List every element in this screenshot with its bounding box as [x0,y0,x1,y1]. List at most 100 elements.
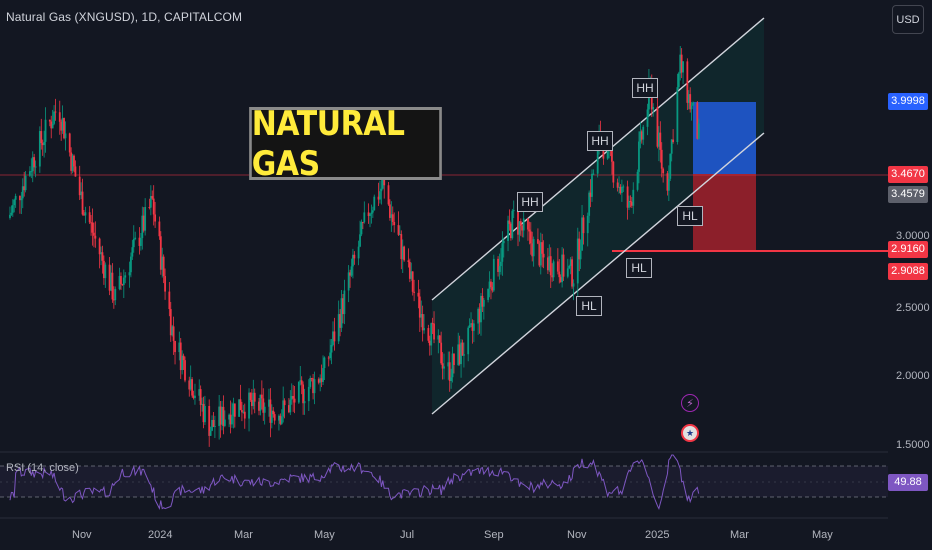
candle-body [438,335,441,343]
candle-body [592,173,595,175]
candle-body [477,308,480,324]
candle-body [357,246,360,259]
candle-body [44,119,47,142]
pivot-label-hl-2[interactable]: HL [626,258,652,278]
candle-body [118,276,121,290]
y-tick-2-5: 2.5000 [896,302,930,314]
candle-body [132,238,135,248]
pivot-label-hh-3[interactable]: HH [517,192,543,212]
candle-body [480,295,482,323]
candle-body [666,173,669,191]
candle-body [222,406,225,426]
pivot-label-hh-2[interactable]: HH [587,131,613,151]
candle-body [78,176,81,196]
candle-body [94,235,97,239]
candle-body [71,155,74,171]
y-tick-2: 2.0000 [896,370,930,382]
candle-body [40,131,43,144]
candle-body [322,368,324,382]
currency-button[interactable]: USD [892,5,924,34]
candle-body [158,221,161,237]
candle-body [638,141,640,172]
candle-body [279,415,282,424]
candle-body [189,379,192,390]
candle-body [390,214,393,218]
pivot-label-hl-1[interactable]: HL [677,206,703,226]
candle-body [319,378,322,383]
rsi-indicator-label[interactable]: RSI (14, close) [6,462,79,474]
candle-body [144,206,147,231]
candle-body [521,225,524,231]
candle-body [549,256,552,276]
candle-body [531,243,534,257]
x-tick-2024: 2024 [148,529,173,541]
candle-body [198,389,201,396]
candle-body [558,271,561,278]
candle-body [14,195,17,200]
candle-body [350,266,353,276]
candle-body [19,195,21,201]
candle-body [130,256,132,273]
candle-body [626,186,629,208]
candle-body [33,157,36,168]
us-flag-icon[interactable]: ★ [681,424,699,442]
candle-body [181,355,184,371]
candle-body [572,283,575,287]
candle-body [50,121,53,129]
candle-body [91,222,94,233]
candle-body [447,362,450,367]
candle-body [101,252,104,261]
candle-body [48,119,51,122]
candle-body [68,133,71,153]
candle-body [640,131,643,140]
candle-body [519,221,522,226]
price-tag-support: 2.9088 [888,263,928,280]
candle-body [223,419,226,426]
candle-body [233,403,236,417]
x-tick-2025: 2025 [645,529,670,541]
candle-body [178,342,181,353]
candle-body [340,298,343,328]
candle-body [491,287,494,291]
candle-body [440,342,443,364]
candle-body [323,357,326,369]
candle-body [639,131,642,142]
candle-body [300,380,303,385]
candle-body [517,210,519,235]
candle-body [398,234,401,236]
lightning-icon[interactable]: ⚡ [681,394,699,412]
candle-body [70,152,73,171]
candle-body [250,399,253,407]
candle-body [297,381,300,403]
candle-body [131,247,134,257]
natural-gas-banner[interactable]: NATURAL GAS [249,104,442,184]
candle-body [561,254,564,283]
candle-body [307,386,310,402]
candle-body [628,200,630,208]
candle-body [410,271,413,279]
x-tick-may-2025: May [812,529,833,541]
candle-body [696,102,699,139]
candle-body [204,405,206,423]
candle-body [124,275,127,278]
candle-body [194,395,196,399]
candle-body [471,323,474,331]
candle-body [260,394,263,399]
pivot-label-hh-1[interactable]: HH [632,78,658,98]
candle-body [139,238,142,246]
candle-body [179,342,182,371]
candle-body [579,250,582,260]
candle-body [441,363,444,369]
candle-body [283,400,286,406]
candle-body [337,314,340,342]
candle-body [413,291,416,293]
candle-body [293,398,296,403]
candle-body [662,168,665,174]
pivot-label-hl-3[interactable]: HL [576,296,602,316]
candle-body [54,111,57,113]
candle-body [229,414,232,425]
chart-title: Natural Gas (XNGUSD), 1D, CAPITALCOM [6,10,243,24]
candle-body [512,210,515,212]
candle-body [11,205,14,213]
